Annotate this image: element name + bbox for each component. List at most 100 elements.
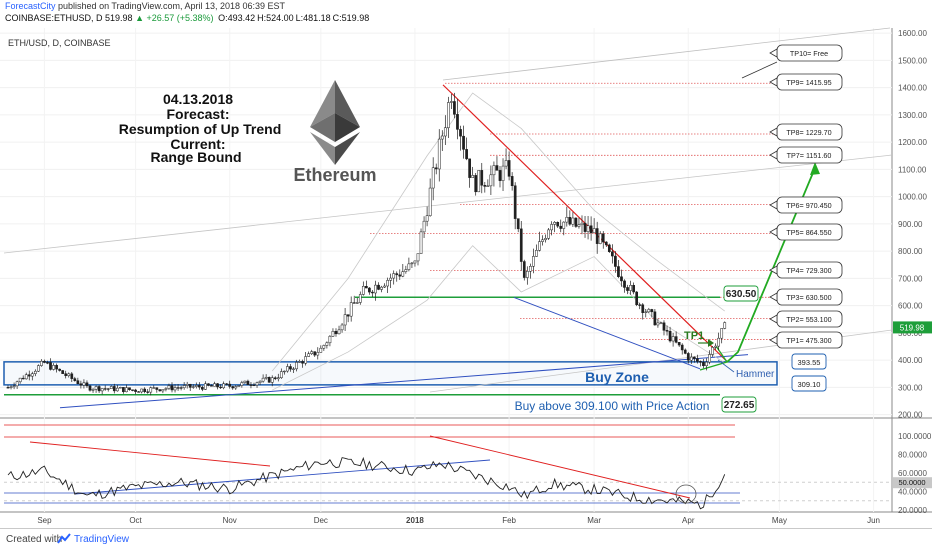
rsi-pane[interactable] (4, 424, 892, 510)
rsi-trendline-red-1 (29, 441, 271, 467)
price-tick-label: 1500.00 (898, 56, 927, 65)
candle-body (219, 386, 222, 389)
price-change: ▲ +26.57 (+5.38%) (135, 13, 214, 23)
ethereum-icon (310, 80, 360, 165)
candle-body (149, 387, 153, 393)
candle-body (46, 362, 49, 364)
candle-body (201, 386, 204, 390)
candle-body (607, 244, 611, 253)
target-callout-tail (769, 200, 778, 210)
publish-header: ForecastCity published on TradingView.co… (5, 1, 285, 11)
candle-body (513, 185, 517, 219)
price-chart[interactable]: ETH/USD, D, COINBASE 04.13.2018 Forecast… (0, 0, 932, 528)
hammer-pointer (717, 359, 735, 373)
candle-body (194, 385, 198, 387)
candle-body (583, 222, 587, 232)
candle-body (343, 314, 347, 326)
candle-body (507, 160, 511, 177)
candle-body (386, 280, 389, 287)
candle-body (398, 274, 402, 277)
candle-body (97, 386, 101, 392)
candle-body (228, 383, 232, 387)
candle-body (419, 231, 423, 254)
candle-body (15, 381, 19, 387)
candle-body (401, 271, 405, 277)
level-badge-box (791, 375, 827, 392)
candle-body (55, 365, 58, 370)
candle-body (273, 377, 277, 380)
candle-body (632, 285, 635, 293)
price-tick-label: 1400.00 (898, 84, 927, 93)
rsi-trendline-red-2 (429, 435, 691, 499)
target-callout: TP8= 1229.70 (769, 123, 843, 141)
candle-body (529, 266, 532, 272)
main-pane[interactable] (0, 28, 892, 418)
candle-body (264, 377, 268, 379)
candle-body (489, 174, 493, 187)
candle-body (319, 347, 323, 353)
candle-body (504, 160, 508, 167)
candle-body (119, 387, 122, 389)
candle-body (638, 304, 642, 306)
candle-body (422, 220, 426, 233)
price-tick-label: 300.00 (898, 383, 923, 392)
candle-body (380, 286, 383, 290)
candle-body (170, 385, 174, 391)
candle-body (191, 386, 195, 388)
candle-body (270, 377, 274, 383)
candle-body (547, 229, 550, 239)
level-badge-box (791, 353, 827, 370)
candles[interactable] (6, 92, 727, 396)
candle-body (88, 385, 92, 391)
candle-body (225, 383, 229, 385)
candle-body (301, 361, 304, 364)
candle-body (122, 387, 125, 393)
target-callout-label: TP5= 864.550 (786, 228, 831, 237)
target-callout-label: TP1= 475.300 (786, 336, 831, 345)
target-callout: TP9= 1415.95 (769, 73, 843, 91)
candle-body (425, 215, 429, 222)
rsi-value-text: 50.0000 (898, 478, 925, 487)
candle-body (6, 387, 10, 389)
candle-body (495, 165, 499, 171)
candle-body (91, 389, 95, 391)
level-badge-box (723, 285, 759, 302)
author-link[interactable]: ForecastCity (5, 1, 56, 11)
candle-body (365, 286, 368, 289)
close-value: C:519.98 (332, 13, 370, 23)
candle-body (662, 322, 666, 331)
candle-body (437, 138, 441, 170)
candle-body (289, 366, 292, 370)
candle-body (711, 347, 714, 355)
open-value: O:493.42 (218, 13, 256, 23)
band-upper (271, 92, 725, 372)
candle-body (310, 351, 314, 354)
target-callout-tail (769, 265, 778, 275)
candle-body (723, 322, 727, 329)
projection-base (699, 345, 729, 371)
candle-body (137, 391, 140, 393)
price-tick-label: 700.00 (898, 274, 923, 283)
candle-body (161, 389, 165, 392)
tradingview-link[interactable]: TradingView (74, 534, 130, 545)
candle-body (246, 380, 250, 386)
candle-body (501, 165, 505, 181)
candle-body (167, 385, 171, 389)
candle-body (720, 328, 724, 339)
uptrend-support-line (59, 354, 749, 409)
level-badge-label: 393.55 (798, 358, 821, 367)
candle-body (12, 385, 16, 388)
candle-body (37, 365, 40, 372)
rsi-value-badge (893, 477, 932, 489)
candle-body (577, 224, 581, 227)
rsi-tick-label: 100.0000 (898, 432, 932, 441)
candle-body (82, 382, 86, 386)
grid (0, 28, 892, 512)
candle-body (27, 374, 31, 377)
candle-body (650, 309, 654, 313)
candle-body (525, 271, 529, 278)
chart-overlays (3, 27, 893, 409)
candle-body (176, 387, 180, 389)
target-callout-label: TP9= 1415.95 (786, 78, 831, 87)
buy-note: Buy above 309.100 with Price Action (515, 399, 710, 413)
